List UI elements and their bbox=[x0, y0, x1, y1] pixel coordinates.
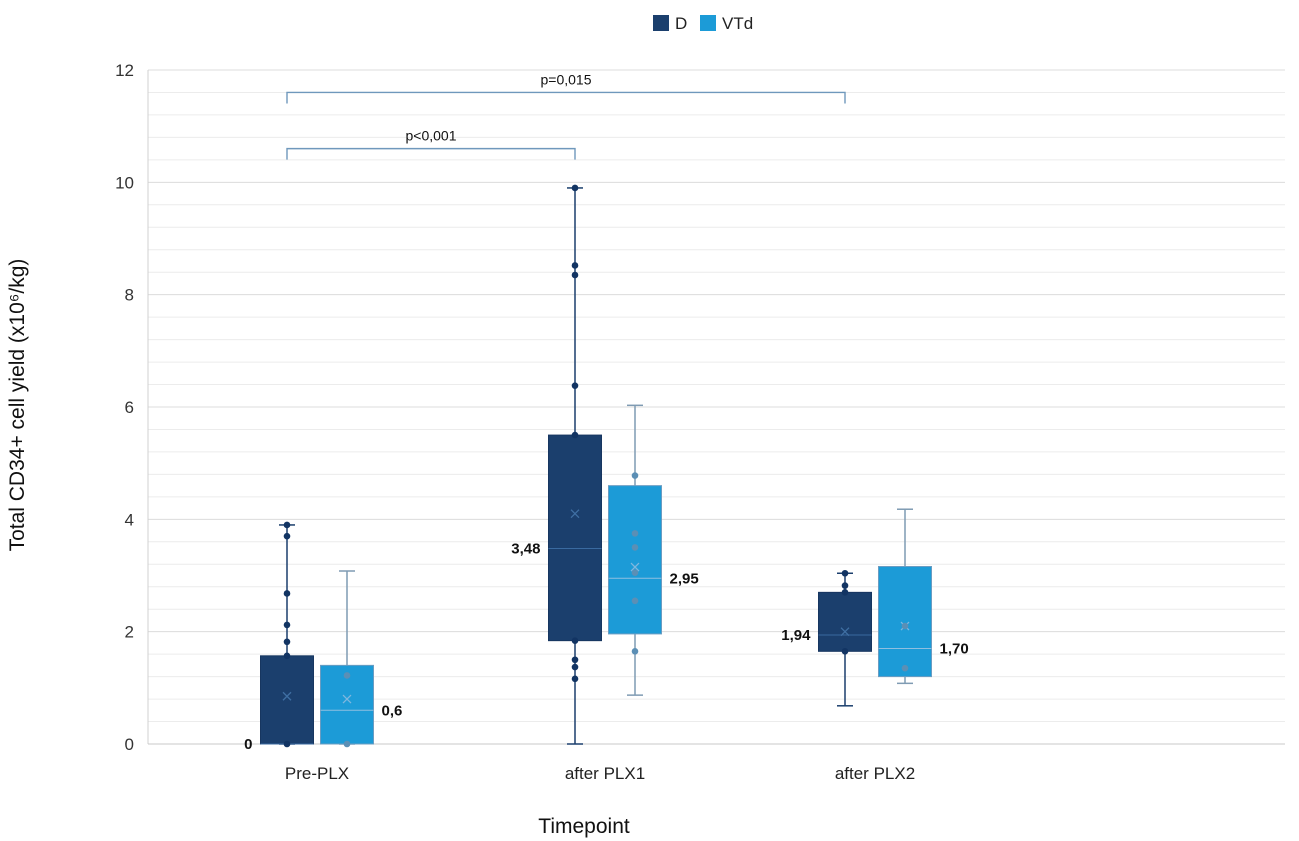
box-vtd-0: 0,6 bbox=[320, 570, 403, 748]
legend-swatch bbox=[653, 15, 669, 31]
box-body bbox=[260, 655, 314, 745]
box-vtd-2: 1,70 bbox=[878, 508, 969, 685]
legend: D VTd bbox=[653, 14, 753, 33]
gridlines bbox=[148, 69, 1285, 745]
y-tick-label: 4 bbox=[125, 510, 134, 529]
data-point bbox=[631, 544, 639, 551]
median-label: 2,95 bbox=[670, 570, 699, 587]
boxes: 0 3,48 1,94 0,6 2,95 1,70 bbox=[244, 184, 969, 753]
median-label: 3,48 bbox=[511, 541, 540, 558]
data-point bbox=[841, 648, 849, 655]
data-point bbox=[571, 675, 579, 683]
box-vtd-1: 2,95 bbox=[608, 404, 699, 696]
mean-marker bbox=[840, 627, 850, 637]
median-label: 1,70 bbox=[940, 641, 969, 658]
legend-item-vtd: VTd bbox=[700, 14, 753, 33]
median-label: 0 bbox=[244, 736, 252, 753]
data-point bbox=[571, 184, 579, 192]
data-point bbox=[631, 472, 639, 479]
data-point bbox=[901, 622, 909, 630]
data-point bbox=[343, 672, 351, 679]
data-point bbox=[631, 597, 639, 605]
data-point bbox=[631, 530, 639, 537]
box-body bbox=[608, 485, 662, 635]
bracket-line bbox=[286, 91, 846, 104]
data-point bbox=[283, 740, 291, 748]
median-label: 0,6 bbox=[382, 702, 403, 719]
y-tick-label: 6 bbox=[125, 398, 134, 417]
data-point bbox=[283, 621, 291, 629]
box-body bbox=[878, 566, 932, 678]
data-point bbox=[343, 740, 351, 748]
data-point bbox=[283, 638, 291, 646]
mean-marker bbox=[282, 691, 292, 701]
x-axis-title: Timepoint bbox=[538, 815, 630, 838]
box-d-0: 0 bbox=[244, 521, 314, 753]
data-point bbox=[571, 431, 579, 439]
y-tick-label: 8 bbox=[125, 286, 134, 305]
data-point bbox=[841, 589, 849, 596]
data-point bbox=[631, 648, 639, 655]
legend-item-d: D bbox=[653, 14, 687, 33]
p-value-label: p=0,015 bbox=[541, 71, 592, 87]
box-body bbox=[548, 434, 602, 642]
significance-bracket: p=0,015 bbox=[286, 71, 846, 104]
median-label: 1,94 bbox=[781, 627, 811, 644]
y-axis-title: Total CD34+ cell yield (x10⁶/kg) bbox=[6, 259, 29, 552]
data-point bbox=[283, 532, 291, 540]
x-tick-label: Pre-PLX bbox=[285, 764, 349, 783]
bracket-line bbox=[286, 147, 576, 160]
y-tick-label: 12 bbox=[115, 61, 134, 80]
data-point bbox=[841, 569, 849, 577]
box-d-1: 3,48 bbox=[511, 184, 602, 745]
box-d-2: 1,94 bbox=[781, 569, 872, 707]
significance-brackets: p<0,001 p=0,015 bbox=[286, 71, 846, 160]
data-point bbox=[571, 382, 579, 389]
x-tick-label: after PLX1 bbox=[565, 764, 645, 783]
y-tick-label: 10 bbox=[115, 173, 134, 192]
data-point bbox=[571, 271, 579, 279]
box-body bbox=[818, 591, 872, 652]
data-point bbox=[571, 637, 579, 644]
legend-swatch bbox=[700, 15, 716, 31]
legend-label: VTd bbox=[722, 14, 753, 33]
y-tick-label: 2 bbox=[125, 623, 134, 642]
data-point bbox=[631, 569, 639, 576]
data-point bbox=[571, 656, 579, 664]
data-point bbox=[571, 262, 579, 269]
p-value-label: p<0,001 bbox=[406, 128, 457, 144]
data-point bbox=[283, 652, 291, 660]
x-tick-label: after PLX2 bbox=[835, 764, 915, 783]
data-point bbox=[283, 590, 291, 597]
mean-marker bbox=[630, 562, 640, 572]
mean-marker bbox=[342, 694, 352, 704]
data-point bbox=[841, 582, 849, 589]
data-point bbox=[901, 664, 909, 672]
legend-label: D bbox=[675, 14, 687, 33]
data-point bbox=[283, 521, 291, 529]
mean-marker bbox=[570, 509, 580, 519]
data-point bbox=[571, 663, 579, 671]
y-tick-label: 0 bbox=[125, 735, 134, 754]
significance-bracket: p<0,001 bbox=[286, 128, 576, 160]
